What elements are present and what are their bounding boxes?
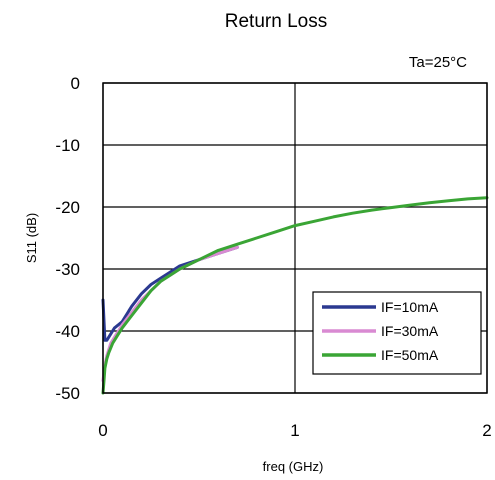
x-tick-label: 1	[290, 421, 299, 440]
series-group	[101, 196, 489, 395]
tick-labels: 0 -10 -20 -30 -40 -50 0 1 2	[55, 74, 491, 440]
y-tick-label: -20	[55, 198, 80, 217]
legend: IF=10mA IF=30mA IF=50mA	[312, 291, 482, 375]
y-tick-label: -40	[55, 322, 80, 341]
y-tick-label: 0	[71, 74, 80, 93]
series-line-if-10ma	[101, 245, 239, 342]
y-tick-label: -30	[55, 260, 80, 279]
series-line-if-50ma	[101, 196, 489, 395]
x-axis-label: freq (GHz)	[263, 459, 324, 474]
chart-title: Return Loss	[225, 11, 327, 32]
y-axis-label: S11 (dB)	[24, 213, 39, 263]
x-tick-label: 2	[482, 421, 491, 440]
legend-label: IF=30mA	[381, 323, 439, 339]
temperature-annotation: Ta=25°C	[409, 54, 467, 71]
x-tick-label: 0	[98, 421, 107, 440]
plot-border	[102, 82, 488, 394]
y-tick-label: -10	[55, 136, 80, 155]
y-tick-label: -50	[55, 384, 80, 403]
legend-label: IF=50mA	[381, 347, 439, 363]
plot-frame	[102, 82, 488, 394]
legend-label: IF=10mA	[381, 299, 439, 315]
